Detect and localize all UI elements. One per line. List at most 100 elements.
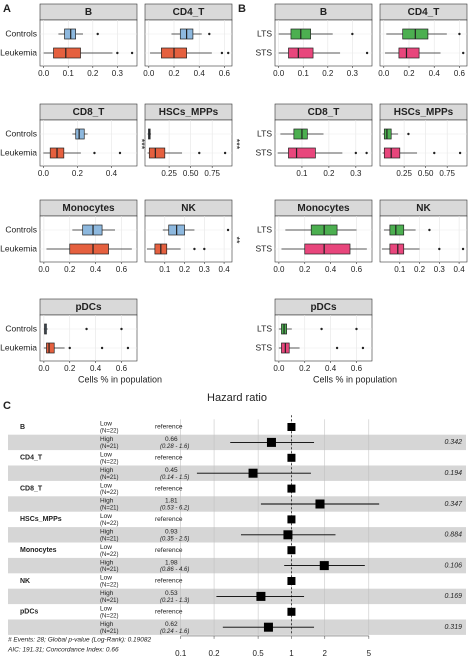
reference-label: reference xyxy=(155,578,183,585)
x-tick-label: 0.0 xyxy=(273,265,285,274)
level: High xyxy=(100,467,114,474)
hr-marker xyxy=(256,591,266,601)
group-label: LTS xyxy=(257,128,272,138)
x-tick-label: 0.3 xyxy=(112,69,124,78)
reference-label: reference xyxy=(155,547,183,554)
facet-title: NK xyxy=(416,203,431,214)
outlier xyxy=(226,228,230,232)
facet-title: CD8_T xyxy=(308,107,340,118)
facet-title: NK xyxy=(181,203,196,214)
outlier xyxy=(100,346,104,350)
x-tick-label: 0.50 xyxy=(418,169,434,178)
variable-name: CD4_T xyxy=(20,455,43,462)
hr-label: 0.66 xyxy=(165,436,178,443)
x-tick-label: 0.0 xyxy=(273,69,285,78)
x-tick-label: 0.1 xyxy=(394,265,406,274)
box xyxy=(148,147,166,159)
group-label: LTS xyxy=(257,28,272,38)
x-tick-label: 0.1 xyxy=(296,169,308,178)
group-label: Controls xyxy=(5,28,37,38)
x-tick-label: 0.2 xyxy=(179,265,191,274)
plot-panel xyxy=(144,215,233,263)
x-tick-label: 0.2 xyxy=(87,69,99,78)
hr-label: 0.93 xyxy=(165,529,178,536)
level: Low xyxy=(100,482,112,489)
reference-marker xyxy=(287,577,296,585)
hr-marker xyxy=(266,437,276,447)
variable-name: Monocytes xyxy=(20,547,57,554)
variable-name: pDCs xyxy=(20,609,38,616)
hr-label: 0.62 xyxy=(165,621,178,628)
x-tick-label: 0.2 xyxy=(299,364,311,373)
n-label: (N=22) xyxy=(100,613,119,619)
significance: *** xyxy=(137,139,147,150)
group-label: Leukemia xyxy=(0,243,37,253)
row-band xyxy=(8,527,466,543)
chart-title: Hazard ratio xyxy=(207,392,267,404)
reference-marker xyxy=(287,453,296,462)
outlier xyxy=(85,327,88,331)
ci-label: (0.21 - 1.3) xyxy=(160,598,189,604)
n-label: (N=21) xyxy=(100,475,119,481)
outlier xyxy=(351,32,354,36)
n-label: (N=22) xyxy=(100,583,119,589)
p-value: 0.169 xyxy=(444,593,462,600)
x-tick-label: 0.4 xyxy=(90,364,102,373)
x-axis-title: Cells % in population xyxy=(313,374,397,384)
x-tick-label: 0.5 xyxy=(253,649,265,658)
level: High xyxy=(100,559,114,566)
row-band xyxy=(8,496,466,512)
box xyxy=(82,224,103,236)
reference-marker xyxy=(287,423,296,431)
p-value: 0.342 xyxy=(444,439,462,446)
group-label: STS xyxy=(255,147,272,157)
outlier xyxy=(223,151,227,155)
plot-panel xyxy=(379,215,468,263)
hr-marker xyxy=(263,622,273,632)
hr-marker xyxy=(283,530,293,540)
box xyxy=(69,243,109,255)
n-label: (N=22) xyxy=(100,552,119,558)
outlier xyxy=(93,151,96,155)
x-tick-label: 0.3 xyxy=(199,265,211,274)
outlier xyxy=(458,151,462,155)
ci-label: (0.35 - 2.5) xyxy=(160,536,189,542)
x-tick-label: 0.25 xyxy=(396,169,412,178)
plot-panel xyxy=(379,119,468,167)
group-label: STS xyxy=(255,342,272,352)
facet-title: HSCs_MPPs xyxy=(159,107,219,118)
n-label: (N=21) xyxy=(100,598,119,604)
box xyxy=(288,47,314,59)
x-tick-label: 0.2 xyxy=(323,169,335,178)
x-tick-label: 0.6 xyxy=(351,364,363,373)
level: Low xyxy=(100,544,112,551)
box xyxy=(64,28,76,40)
x-tick-label: 0.2 xyxy=(322,69,334,78)
group-label: Controls xyxy=(5,128,37,138)
outlier xyxy=(68,346,71,350)
outlier xyxy=(354,151,358,155)
row-band xyxy=(8,557,466,574)
level: High xyxy=(100,621,114,628)
plot-panel xyxy=(39,314,138,362)
x-tick-label: 0.6 xyxy=(219,69,231,78)
group-label: Leukemia xyxy=(0,342,37,352)
box xyxy=(53,47,81,59)
n-label: (N=21) xyxy=(100,629,119,635)
x-tick-label: 0.4 xyxy=(429,69,441,78)
group-label: Leukemia xyxy=(0,47,37,57)
reference-marker xyxy=(287,607,296,616)
panel-label: A xyxy=(3,3,11,15)
x-tick-label: 0.1 xyxy=(159,265,171,274)
plot-panel xyxy=(274,119,373,167)
facet-title: CD8_T xyxy=(73,107,105,118)
box xyxy=(389,243,405,255)
x-tick-label: 0.0 xyxy=(273,364,285,373)
plot-panel xyxy=(274,19,373,67)
x-tick-label: 0.6 xyxy=(116,364,128,373)
x-tick-label: 0.2 xyxy=(168,69,180,78)
x-tick-label: 0.6 xyxy=(454,69,466,78)
outlier xyxy=(116,51,119,55)
hr-label: 1.98 xyxy=(165,559,178,566)
reference-marker xyxy=(287,515,296,524)
